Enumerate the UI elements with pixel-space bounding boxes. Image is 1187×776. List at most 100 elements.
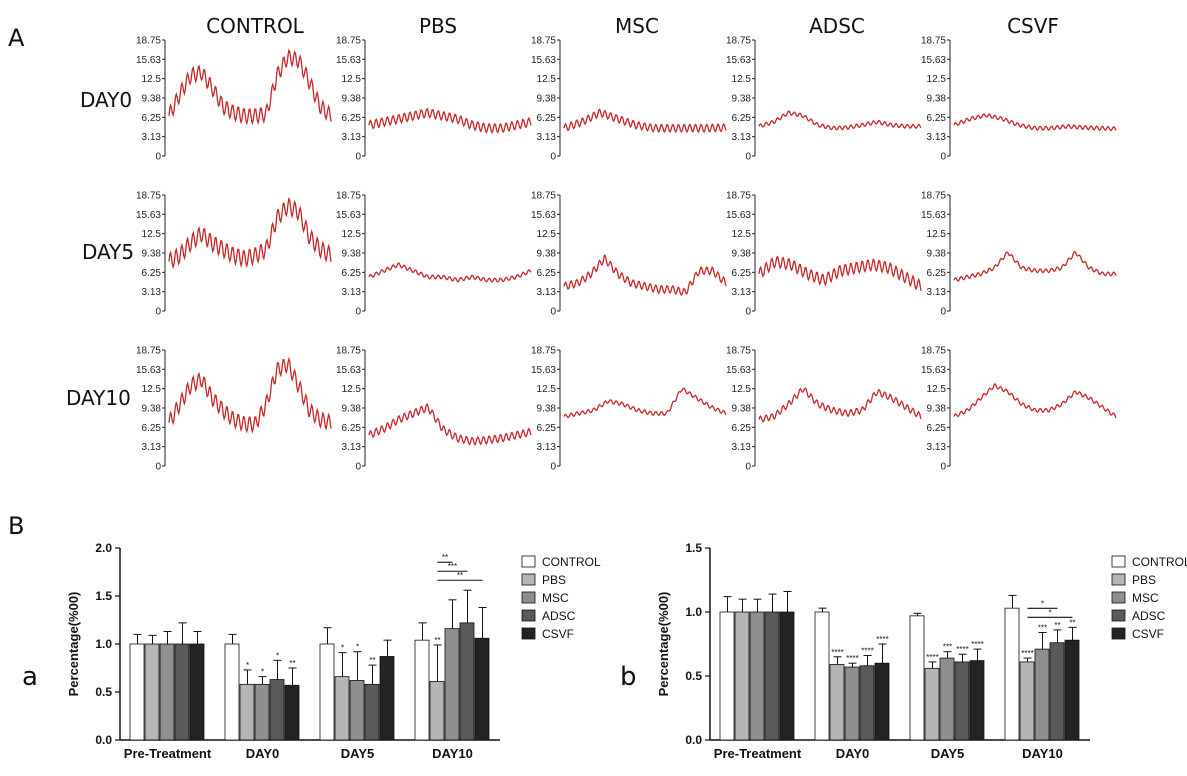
y-tick-label: 0	[355, 307, 361, 318]
y-tick-label: 6.25	[342, 268, 362, 279]
bracket-label: ***	[448, 562, 457, 571]
y-tick-label: 18.75	[136, 346, 161, 357]
row-label-day5: DAY5	[82, 240, 135, 264]
y-tick-label: 6.25	[342, 113, 362, 124]
panel-a-letter: A	[8, 24, 25, 52]
y-tick-label: 0	[155, 152, 161, 163]
y-tick-label: 6.25	[927, 423, 947, 434]
y-tick-label: 12.5	[927, 229, 947, 240]
bar-pbs-pre-treatment	[144, 643, 160, 741]
y-tick-label: 6.25	[927, 268, 947, 279]
y-tick-label: 6.25	[342, 423, 362, 434]
y-tick-label: 9.38	[927, 248, 947, 259]
y-tick-label: 3.13	[142, 132, 162, 143]
y-tick-label: 12.5	[342, 384, 362, 395]
y-tick-label: 0	[745, 462, 751, 473]
y-tick-label: 15.63	[531, 55, 556, 66]
significance-marker: **	[369, 656, 375, 665]
significance-marker: ****	[956, 645, 968, 654]
legend-swatch-control	[1111, 555, 1126, 568]
y-tick-label: 18.75	[136, 191, 161, 202]
y-tick-label: 15.63	[136, 365, 161, 376]
y-tick-label: 3.13	[142, 287, 162, 298]
legend-label-csvf: CSVF	[542, 627, 574, 641]
trace-panel-adsc-day0: 0 3.13 6.25 9.38 12.5 15.63 18.75	[726, 36, 922, 163]
significance-marker: *	[356, 643, 359, 652]
bar-msc-day5	[349, 680, 365, 741]
y-tick-label: 12.5	[732, 229, 752, 240]
bar-adsc-day5	[954, 661, 970, 741]
bar-chart-a: 0.0 0.5 1.0 1.5 2.0 Percentage(%00) Pre-Treatm…	[66, 541, 601, 761]
bar-adsc-day5	[364, 683, 380, 741]
legend-label-csvf: CSVF	[1132, 627, 1164, 641]
y-tick-label: 0	[940, 462, 946, 473]
trace-line	[168, 48, 332, 126]
y-tick-label: 9.38	[927, 403, 947, 414]
bar-msc-day5	[939, 657, 955, 741]
y-tick-label: 6.25	[732, 268, 752, 279]
trace-line	[758, 255, 922, 291]
y-tick-label: 6.25	[732, 113, 752, 124]
y-tick-label: 12.5	[537, 384, 557, 395]
trace-panel-csvf-day0: 0 3.13 6.25 9.38 12.5 15.63 18.75	[921, 36, 1117, 163]
y-tick-label: 18.75	[136, 36, 161, 47]
significance-marker: ****	[876, 635, 888, 644]
y-tick-label: 15.63	[726, 365, 751, 376]
y-tick-label: 6.25	[142, 113, 162, 124]
y-tick-label: 0.0	[685, 733, 702, 747]
significance-marker: *	[246, 661, 249, 670]
bar-adsc-pre-treatment	[174, 643, 190, 741]
bar-csvf-day5	[379, 656, 395, 741]
bar-control-pre-treatment	[129, 643, 145, 741]
y-tick-label: 18.75	[726, 36, 751, 47]
y-tick-label: 12.5	[342, 229, 362, 240]
significance-marker: ****	[831, 648, 843, 657]
bar-adsc-day10	[1049, 642, 1065, 741]
bar-csvf-day10	[1064, 639, 1080, 741]
y-tick-label: 3.13	[342, 442, 362, 453]
bar-csvf-day0	[874, 662, 890, 741]
trace-panel-msc-day0: 0 3.13 6.25 9.38 12.5 15.63 18.75	[531, 36, 727, 163]
x-tick-label: DAY5	[341, 746, 374, 761]
significance-marker: ***	[1038, 623, 1047, 632]
x-tick-label: Pre-Treatment	[714, 746, 802, 761]
legend-label-pbs: PBS	[542, 573, 566, 587]
y-tick-label: 18.75	[921, 346, 946, 357]
y-axis-label: Percentage(%00)	[66, 592, 81, 697]
y-tick-label: 12.5	[537, 229, 557, 240]
y-tick-label: 6.25	[537, 113, 557, 124]
x-tick-label: DAY5	[931, 746, 964, 761]
y-tick-label: 3.13	[342, 132, 362, 143]
column-header-msc: MSC	[615, 14, 659, 38]
y-tick-label: 0	[155, 462, 161, 473]
legend-swatch-csvf	[521, 627, 536, 640]
x-tick-label: DAY10	[1022, 746, 1063, 761]
y-tick-label: 18.75	[531, 191, 556, 202]
trace-panel-csvf-day5: 0 3.13 6.25 9.38 12.5 15.63 18.75	[921, 191, 1117, 318]
y-tick-label: 1.0	[95, 637, 112, 651]
panel-b-letter: B	[8, 512, 25, 540]
legend-label-msc: MSC	[1132, 591, 1159, 605]
y-tick-label: 1.5	[685, 541, 702, 555]
y-tick-label: 9.38	[537, 403, 557, 414]
y-tick-label: 0.0	[95, 733, 112, 747]
y-tick-label: 15.63	[531, 365, 556, 376]
trace-panel-msc-day5: 0 3.13 6.25 9.38 12.5 15.63 18.75	[531, 191, 727, 318]
row-label-day10: DAY10	[66, 386, 131, 410]
y-tick-label: 0	[745, 307, 751, 318]
bar-control-day10	[414, 639, 430, 741]
significance-marker: *	[261, 668, 264, 677]
y-tick-label: 18.75	[921, 36, 946, 47]
y-tick-label: 3.13	[732, 287, 752, 298]
y-tick-label: 18.75	[726, 346, 751, 357]
y-tick-label: 15.63	[726, 55, 751, 66]
bar-pbs-day0	[829, 664, 845, 741]
significance-marker: ****	[926, 653, 938, 662]
y-tick-label: 6.25	[537, 423, 557, 434]
significance-marker: *	[341, 644, 344, 653]
y-tick-label: 0	[550, 152, 556, 163]
x-tick-label: Pre-Treatment	[124, 746, 212, 761]
y-tick-label: 18.75	[531, 346, 556, 357]
bar-pbs-day10	[1019, 661, 1035, 741]
y-tick-label: 18.75	[921, 191, 946, 202]
